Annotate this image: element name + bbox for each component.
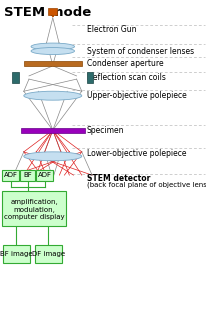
FancyBboxPatch shape	[3, 245, 29, 263]
Text: System of condenser lenses: System of condenser lenses	[87, 47, 193, 56]
FancyBboxPatch shape	[12, 72, 19, 83]
Text: (back focal plane of objective lens): (back focal plane of objective lens)	[87, 182, 206, 188]
FancyBboxPatch shape	[48, 8, 57, 15]
Ellipse shape	[24, 91, 81, 100]
Text: Specimen: Specimen	[87, 126, 124, 135]
Text: Upper-objective polepiece: Upper-objective polepiece	[87, 91, 186, 100]
Text: modulation,: modulation,	[13, 207, 55, 213]
FancyBboxPatch shape	[36, 170, 53, 181]
Text: BF: BF	[23, 173, 32, 178]
Text: ADF: ADF	[4, 173, 18, 178]
FancyBboxPatch shape	[2, 191, 66, 226]
FancyBboxPatch shape	[2, 170, 19, 181]
Text: Condenser aperture: Condenser aperture	[87, 59, 163, 68]
FancyBboxPatch shape	[35, 245, 61, 263]
Text: ADF: ADF	[37, 173, 51, 178]
Ellipse shape	[31, 43, 74, 50]
FancyBboxPatch shape	[20, 170, 35, 181]
Text: amplification,: amplification,	[10, 199, 58, 205]
FancyBboxPatch shape	[86, 72, 93, 83]
Ellipse shape	[24, 152, 81, 161]
Ellipse shape	[31, 48, 74, 55]
Text: Lower-objective polepiece: Lower-objective polepiece	[87, 149, 186, 158]
FancyBboxPatch shape	[24, 61, 81, 66]
Text: STEM mode: STEM mode	[4, 6, 91, 19]
Text: DF image: DF image	[32, 251, 64, 257]
Text: BF image: BF image	[0, 251, 32, 257]
Text: Electron Gun: Electron Gun	[87, 25, 136, 34]
Text: STEM detector: STEM detector	[87, 174, 150, 182]
Text: Deflection scan coils: Deflection scan coils	[87, 73, 165, 82]
FancyBboxPatch shape	[21, 128, 84, 133]
Text: computer display: computer display	[4, 214, 64, 220]
